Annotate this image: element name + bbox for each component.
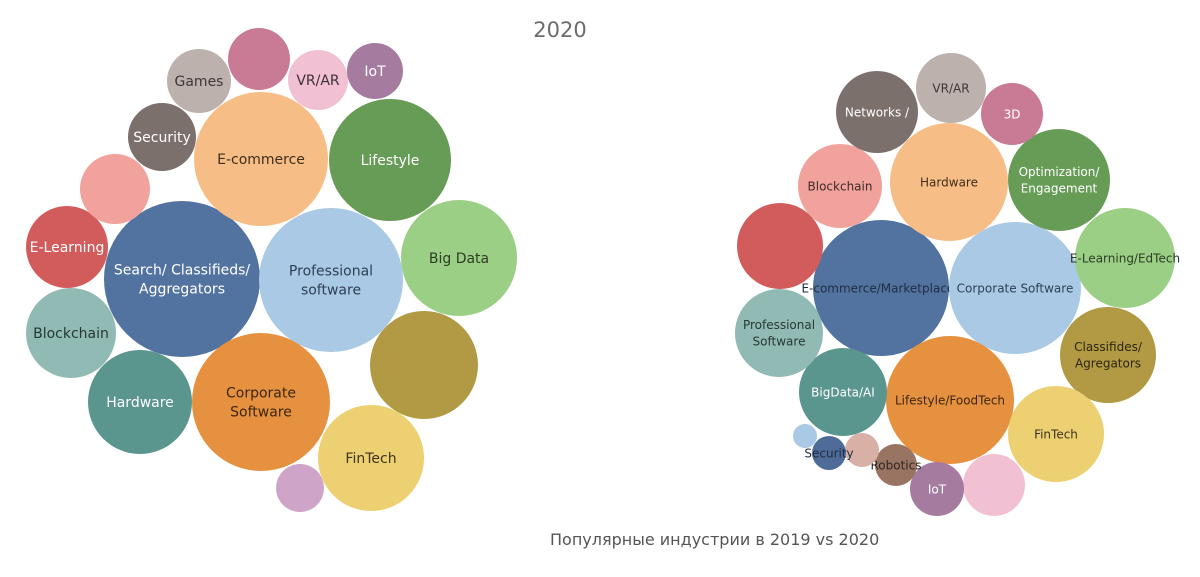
bubble-bigdata-ai [799,348,887,436]
bubble-label-3d: 3D [1004,107,1021,121]
bubble-e-learning [26,206,108,288]
bubble-label-security: Security [133,130,191,146]
bubble-3d [981,83,1043,145]
bubble-unlabeled [276,464,324,512]
bubble-unlabeled [737,203,823,289]
bubble-lifestyle [329,99,451,221]
bubble-professional-software [735,289,823,377]
bubble-e-commerce [194,92,328,226]
bubble-vr-ar [288,50,348,110]
bubble-networks [836,71,918,153]
bubble-label-iot: IoT [928,482,947,496]
bubble-e-commerce-marketplaces [813,220,949,356]
bubble-label-corporate-software: Corporate Software [957,281,1074,295]
bubble-unlabeled [80,154,150,224]
bubble-label-big-data: Big Data [429,251,489,267]
bubble-robotics [875,444,917,486]
bubble-label-e-learning-edtech: E-Learning/EdTech [1070,251,1180,265]
bubble-big-data [401,200,517,316]
bubble-label-blockchain: Blockchain [33,326,109,342]
bubble-label-classifides-agregators: Classifides/Agregators [1074,340,1143,370]
bubble-corporate-software [949,222,1081,354]
bubble-label-e-commerce: E-commerce [217,152,305,168]
bubble-corporate-software [192,333,330,471]
bubble-label-professional-software: Professional Software [743,318,815,348]
bubble-label-games: Games [175,74,224,90]
bubble-blockchain [26,288,116,378]
bubble-label-e-learning: E-Learning [30,240,105,256]
bubble-unlabeled [845,433,879,467]
bubble-label-lifestyle-foodtech: Lifestyle/FoodTech [895,393,1005,407]
bubble-vr-ar [916,53,986,123]
bubble-label-corporate-software: Corporate Software [226,386,296,421]
bubble-unlabeled [793,424,817,448]
bubble-professional-software [259,208,403,352]
bubble-e-learning-edtech [1075,208,1175,308]
bubble-iot [910,462,964,516]
bubble-label-fintech: FinTech [345,451,396,467]
chart-title: 2020 [533,18,587,42]
bubble-label-vr-ar: VR/AR [296,73,340,89]
bubble-label-hardware: Hardware [106,395,174,411]
bubble-classifides-agregators [1060,307,1156,403]
bubble-label-vr-ar: VR/AR [932,81,969,95]
bubble-hardware [890,123,1008,241]
bubble-label-fintech: FinTech [1034,427,1078,441]
bubble-unlabeled [228,28,290,90]
bubble-label-e-commerce-marketplaces: E-commerce/Marketplaces [801,281,960,295]
bubble-label-hardware: Hardware [920,175,978,189]
bubble-search-classifieds-aggregators [104,201,260,357]
bubble-label-optimization-engagement: Optimization/Engagement [1019,165,1101,195]
bubble-label-professional-software: Professional software [289,264,373,299]
bubble-label-lifestyle: Lifestyle [361,153,420,169]
bubble-hardware [88,350,192,454]
bubble-fintech [1008,386,1104,482]
bubble-iot [347,43,403,99]
bubble-label-blockchain: Blockchain [808,179,873,193]
bubble-unlabeled [370,311,478,419]
bubble-fintech [318,405,424,511]
bubble-label-search-classifieds-aggregators: Search/ Classifieds/Aggregators [114,263,251,298]
bubble-unlabeled [963,454,1025,516]
bubble-label-iot: IoT [364,64,386,80]
bubble-optimization-engagement [1008,129,1110,231]
chart-caption: Популярные индустрии в 2019 vs 2020 [550,530,880,549]
bubble-security [128,103,196,171]
bubble-games [167,49,231,113]
bubble-label-networks: Networks / [845,105,910,119]
bubble-chart-left: Search/ Classifieds/Aggregators Professio… [26,28,517,512]
bubble-lifestyle-foodtech [886,336,1014,464]
bubble-security [812,436,846,470]
bubble-label-robotics: Robotics [871,458,922,472]
bubble-label-bigdata-ai: BigData/AI [811,385,875,399]
bubble-label-security: Security [804,446,853,460]
bubble-blockchain [798,144,882,228]
